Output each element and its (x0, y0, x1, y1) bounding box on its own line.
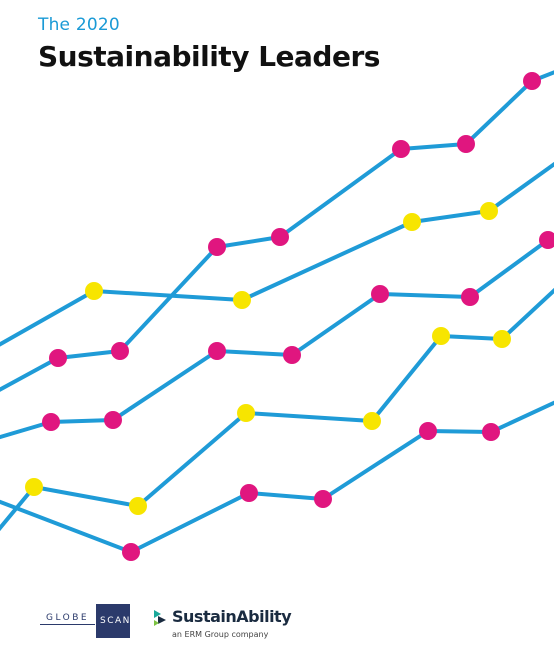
magenta-dot (283, 346, 301, 364)
magenta-dot (49, 349, 67, 367)
magenta-dot (539, 231, 554, 249)
magenta-dot (461, 288, 479, 306)
cover-title: Sustainability Leaders (38, 40, 380, 73)
sustainability-logo-tagline: an ERM Group company (172, 630, 269, 639)
magenta-dot (457, 135, 475, 153)
yellow-dot (233, 291, 251, 309)
globescan-logo-text-right: SCAN (100, 616, 131, 626)
decorative-line-4 (0, 287, 554, 532)
globescan-logo: GLOBE SCAN (40, 604, 130, 638)
decorative-line-1 (0, 161, 554, 347)
magenta-dot (371, 285, 389, 303)
magenta-dot (271, 228, 289, 246)
yellow-dot (237, 404, 255, 422)
globescan-logo-text-left: GLOBE (46, 613, 90, 623)
sustainability-logo: SustainAbility an ERM Group company (152, 606, 292, 642)
yellow-dot (129, 497, 147, 515)
yellow-dot (85, 282, 103, 300)
sustainability-logo-name: SustainAbility (172, 607, 292, 626)
yellow-dot (480, 202, 498, 220)
magenta-dot (392, 140, 410, 158)
magenta-dot (208, 342, 226, 360)
cover-subtitle: The 2020 (38, 15, 120, 35)
magenta-dot (104, 411, 122, 429)
yellow-dot (493, 330, 511, 348)
magenta-dot (42, 413, 60, 431)
magenta-dot (523, 72, 541, 90)
magenta-dot (208, 238, 226, 256)
yellow-dot (363, 412, 381, 430)
magenta-dot (111, 342, 129, 360)
globescan-logo-rule (40, 624, 95, 625)
yellow-dot (25, 478, 43, 496)
magenta-dot (314, 490, 332, 508)
magenta-dot (482, 423, 500, 441)
magenta-dot (240, 484, 258, 502)
sustainability-mark-icon (154, 610, 166, 626)
magenta-dot (122, 543, 140, 561)
yellow-dot (403, 213, 421, 231)
magenta-dot (419, 422, 437, 440)
globescan-logo-box: SCAN (96, 604, 130, 638)
yellow-dot (432, 327, 450, 345)
